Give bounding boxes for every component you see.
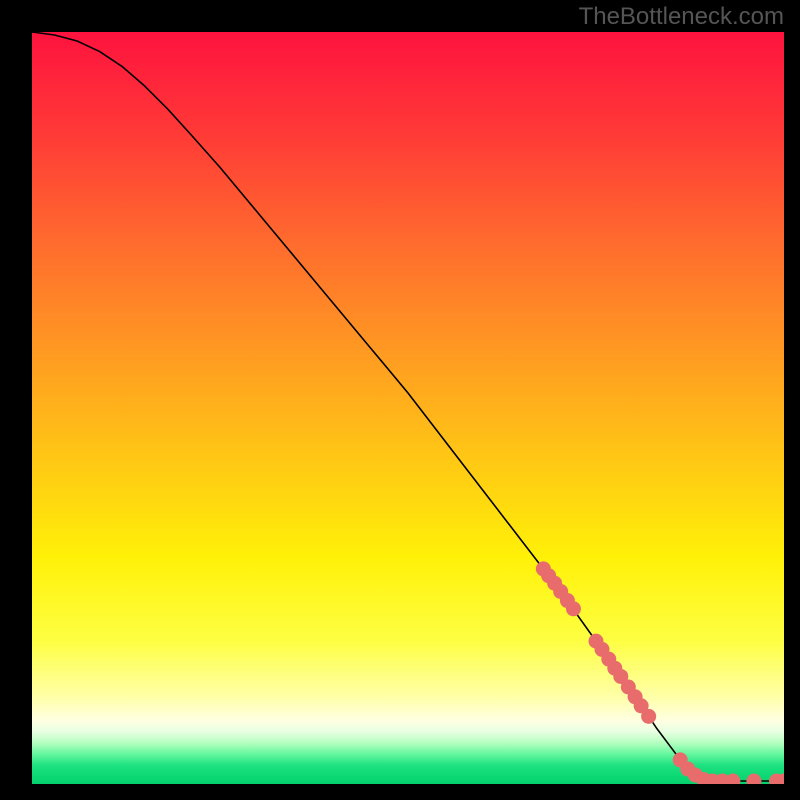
data-marker — [566, 601, 581, 616]
data-marker — [641, 709, 656, 724]
plot-area — [32, 32, 784, 784]
watermark-text: TheBottleneck.com — [579, 3, 784, 31]
chart-container: TheBottleneck.com — [0, 0, 800, 800]
gradient-background — [32, 32, 784, 784]
chart-svg — [32, 32, 784, 784]
